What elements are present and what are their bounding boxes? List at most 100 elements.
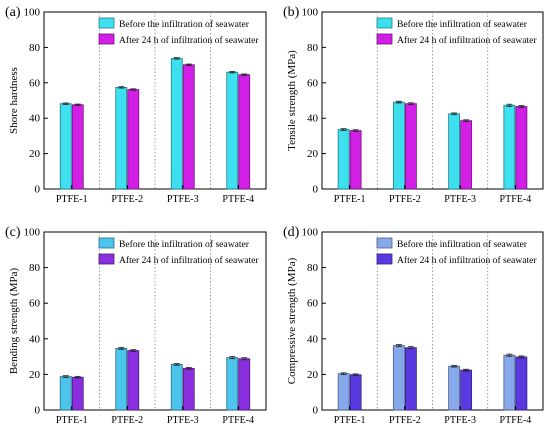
chart-panel-4: 0 20 40 60 80 100 Compressive strength (MPa) PT… xyxy=(283,225,544,425)
x-tick-label: PTFE-3 xyxy=(444,194,476,205)
bar-ptfe-2-series-1 xyxy=(115,348,128,411)
bar-ptfe-4-series-2 xyxy=(515,356,528,411)
bar-ptfe-1-series-1 xyxy=(59,103,72,190)
bar-ptfe-1-series-1 xyxy=(59,376,72,411)
error-bar xyxy=(173,363,180,366)
error-bar xyxy=(229,356,236,360)
error-bar xyxy=(62,102,69,105)
legend-swatch-series-2 xyxy=(376,33,393,45)
bar-ptfe-2-series-1 xyxy=(392,101,405,190)
error-bar xyxy=(74,103,81,106)
y-tick-label: 60 xyxy=(307,298,319,310)
chart-panel-3: 0 20 40 60 80 100 Bending strength (MPa) PTFE-1… xyxy=(5,225,267,425)
bar-ptfe-3-series-2 xyxy=(460,369,473,411)
bar-ptfe-4-series-1 xyxy=(226,357,239,411)
bar-ptfe-4-series-1 xyxy=(503,354,516,411)
y-tick-label: 60 xyxy=(29,77,41,89)
y-tick-label: 80 xyxy=(29,262,41,274)
legend-label-series-2: After 24 h of infiltration of seawater xyxy=(397,35,537,46)
y-tick-label: 100 xyxy=(302,7,319,19)
bar-ptfe-4-series-1 xyxy=(226,71,239,190)
x-tick-label: PTFE-4 xyxy=(500,194,532,205)
panel-label: (d) xyxy=(283,225,300,240)
y-tick-label: 40 xyxy=(307,333,319,345)
error-bar xyxy=(118,86,125,89)
y-axis-title: Bending strength (MPa) xyxy=(8,268,20,375)
panel-label: (b) xyxy=(283,5,300,20)
error-bar xyxy=(241,357,248,361)
x-tick-label: PTFE-2 xyxy=(389,194,421,205)
bar-ptfe-4-series-1 xyxy=(503,104,516,190)
error-bar xyxy=(74,375,81,379)
error-bar xyxy=(395,344,402,348)
bar-ptfe-2-series-2 xyxy=(404,347,417,411)
x-tick-label: PTFE-1 xyxy=(56,194,88,205)
error-bar xyxy=(407,346,414,350)
y-tick-label: 0 xyxy=(35,184,41,196)
y-axis-title: Shore hardness xyxy=(8,67,20,134)
y-tick-label: 20 xyxy=(307,148,319,160)
error-bar xyxy=(241,73,248,76)
y-tick-label: 80 xyxy=(29,42,41,54)
y-tick-label: 40 xyxy=(29,333,41,345)
bar-ptfe-3-series-1 xyxy=(170,57,183,190)
y-tick-label: 60 xyxy=(29,298,41,310)
error-bar xyxy=(130,349,137,352)
bar-ptfe-3-series-2 xyxy=(460,120,473,190)
y-axis-title: Tensile strength (MPa) xyxy=(286,50,298,151)
error-bar xyxy=(118,347,125,350)
legend-swatch-series-2 xyxy=(98,33,115,45)
bar-ptfe-1-series-1 xyxy=(337,373,350,411)
bar-ptfe-4-series-2 xyxy=(238,358,251,411)
bar-ptfe-2-series-1 xyxy=(392,345,405,411)
error-bar xyxy=(506,353,513,357)
y-tick-label: 100 xyxy=(302,227,319,239)
x-tick-label: PTFE-2 xyxy=(111,194,143,205)
legend-label-series-2: After 24 h of infiltration of seawater xyxy=(119,35,259,46)
legend-swatch-series-1 xyxy=(98,17,115,29)
panel-label: (c) xyxy=(5,225,21,240)
x-tick-label: PTFE-1 xyxy=(334,415,366,425)
error-bar xyxy=(185,63,192,66)
y-tick-label: 100 xyxy=(24,227,41,239)
legend-label-series-1: Before the infiltration of seawater xyxy=(119,19,250,30)
x-tick-label: PTFE-4 xyxy=(222,194,254,205)
x-tick-label: PTFE-3 xyxy=(167,415,199,425)
x-tick-label: PTFE-2 xyxy=(389,415,421,425)
legend-swatch-series-2 xyxy=(98,253,115,265)
x-tick-label: PTFE-1 xyxy=(56,415,88,425)
error-bar xyxy=(518,105,525,108)
y-tick-label: 20 xyxy=(29,148,41,160)
bar-ptfe-2-series-2 xyxy=(127,350,140,411)
legend-swatch-series-1 xyxy=(98,237,115,249)
x-tick-label: PTFE-4 xyxy=(500,415,532,425)
error-bar xyxy=(352,373,359,377)
error-bar xyxy=(340,128,347,131)
error-bar xyxy=(173,57,180,60)
y-tick-label: 40 xyxy=(29,113,41,125)
x-tick-label: PTFE-3 xyxy=(167,194,199,205)
error-bar xyxy=(340,372,347,375)
bar-ptfe-2-series-1 xyxy=(115,87,128,190)
bar-ptfe-3-series-1 xyxy=(448,365,461,411)
x-tick-label: PTFE-1 xyxy=(334,194,366,205)
x-tick-label: PTFE-4 xyxy=(222,415,254,425)
bar-ptfe-1-series-1 xyxy=(337,129,350,190)
error-bar xyxy=(185,367,192,370)
y-tick-label: 0 xyxy=(313,184,319,196)
bar-ptfe-1-series-2 xyxy=(349,130,362,190)
legend-label-series-1: Before the infiltration of seawater xyxy=(397,19,528,30)
legend-label-series-2: After 24 h of infiltration of seawater xyxy=(397,255,537,266)
bar-ptfe-4-series-2 xyxy=(238,74,251,190)
y-tick-label: 0 xyxy=(35,405,41,417)
y-tick-label: 60 xyxy=(307,77,319,89)
bar-ptfe-3-series-2 xyxy=(182,367,195,411)
bar-ptfe-1-series-2 xyxy=(71,376,84,411)
y-tick-label: 0 xyxy=(313,405,319,417)
legend-swatch-series-1 xyxy=(376,237,393,249)
legend-swatch-series-2 xyxy=(376,253,393,265)
panel-label: (a) xyxy=(5,5,21,20)
error-bar xyxy=(451,364,458,368)
bar-ptfe-3-series-2 xyxy=(182,64,195,190)
